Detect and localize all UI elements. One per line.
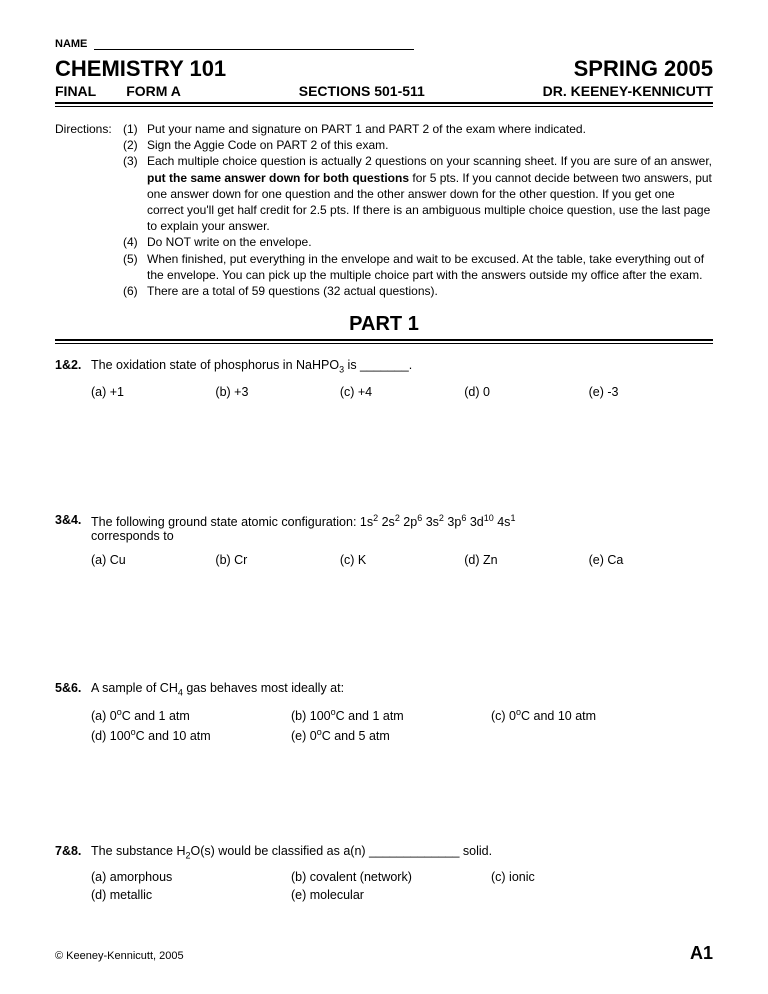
instructor-label: DR. KEENEY-KENNICUTT — [543, 83, 713, 99]
question-text: The following ground state atomic config… — [91, 513, 713, 543]
part-title: PART 1 — [55, 313, 713, 336]
option: (b) 100oC and 1 atm — [291, 707, 491, 723]
question-text: The substance H2O(s) would be classified… — [91, 844, 713, 861]
option: (b) covalent (network) — [291, 870, 491, 884]
option: (c) +4 — [340, 385, 464, 399]
option: (a) 0oC and 1 atm — [91, 707, 291, 723]
name-underline — [94, 49, 414, 50]
direction-item: (1)Put your name and signature on PART 1… — [123, 121, 713, 137]
direction-item: (5)When finished, put everything in the … — [123, 251, 713, 283]
question-number: 3&4. — [55, 513, 91, 543]
option: (d) 100oC and 10 atm — [91, 727, 291, 743]
form-label: FORM A — [126, 83, 181, 99]
term-title: SPRING 2005 — [574, 56, 713, 82]
copyright-text: © Keeney-Kennicutt, 2005 — [55, 950, 184, 962]
option: (d) 0 — [464, 385, 588, 399]
direction-text: There are a total of 59 questions (32 ac… — [147, 283, 713, 299]
course-title: CHEMISTRY 101 — [55, 56, 226, 82]
option: (b) Cr — [215, 553, 339, 567]
question-5-6: 5&6. A sample of CH4 gas behaves most id… — [55, 681, 713, 744]
question-1-2: 1&2. The oxidation state of phosphorus i… — [55, 358, 713, 399]
option: (e) -3 — [589, 385, 713, 399]
option: (c) ionic — [491, 870, 691, 884]
header-row-1: CHEMISTRY 101 SPRING 2005 — [55, 56, 713, 82]
direction-text: Do NOT write on the envelope. — [147, 234, 713, 250]
directions-list: (1)Put your name and signature on PART 1… — [123, 121, 713, 299]
part-rule — [55, 339, 713, 344]
option: (a) Cu — [91, 553, 215, 567]
direction-text: Sign the Aggie Code on PART 2 of this ex… — [147, 137, 713, 153]
header-rule — [55, 102, 713, 107]
question-options: (a) amorphous(b) covalent (network)(c) i… — [91, 870, 713, 902]
direction-item: (4)Do NOT write on the envelope. — [123, 234, 713, 250]
direction-number: (4) — [123, 234, 147, 250]
direction-number: (5) — [123, 251, 147, 283]
option: (c) K — [340, 553, 464, 567]
direction-text: Put your name and signature on PART 1 an… — [147, 121, 713, 137]
option: (b) +3 — [215, 385, 339, 399]
sections-label: SECTIONS 501-511 — [299, 83, 425, 99]
page-footer: © Keeney-Kennicutt, 2005 A1 — [55, 943, 713, 964]
directions-label: Directions: — [55, 121, 123, 299]
directions-block: Directions: (1)Put your name and signatu… — [55, 121, 713, 299]
question-number: 5&6. — [55, 681, 91, 698]
option: (c) 0oC and 10 atm — [491, 707, 691, 723]
name-label: NAME — [55, 38, 87, 50]
exam-label: FINAL — [55, 83, 96, 99]
question-text: The oxidation state of phosphorus in NaH… — [91, 358, 713, 375]
direction-number: (2) — [123, 137, 147, 153]
name-field: NAME — [55, 38, 713, 50]
option: (e) 0oC and 5 atm — [291, 727, 491, 743]
direction-item: (2)Sign the Aggie Code on PART 2 of this… — [123, 137, 713, 153]
question-3-4: 3&4. The following ground state atomic c… — [55, 513, 713, 567]
direction-item: (3)Each multiple choice question is actu… — [123, 153, 713, 234]
header-row-2: FINAL FORM A SECTIONS 501-511 DR. KEENEY… — [55, 83, 713, 99]
question-7-8: 7&8. The substance H2O(s) would be class… — [55, 844, 713, 903]
question-number: 1&2. — [55, 358, 91, 375]
question-options: (a) +1(b) +3(c) +4(d) 0(e) -3 — [91, 385, 713, 399]
page-number: A1 — [690, 943, 713, 964]
option: (e) molecular — [291, 888, 491, 902]
option: (a) amorphous — [91, 870, 291, 884]
direction-text: Each multiple choice question is actuall… — [147, 153, 713, 234]
direction-item: (6)There are a total of 59 questions (32… — [123, 283, 713, 299]
question-text: A sample of CH4 gas behaves most ideally… — [91, 681, 713, 698]
option: (d) metallic — [91, 888, 291, 902]
option: (e) Ca — [589, 553, 713, 567]
question-number: 7&8. — [55, 844, 91, 861]
option: (d) Zn — [464, 553, 588, 567]
direction-number: (3) — [123, 153, 147, 234]
question-options: (a) 0oC and 1 atm(b) 100oC and 1 atm(c) … — [91, 707, 713, 743]
direction-text: When finished, put everything in the env… — [147, 251, 713, 283]
option: (a) +1 — [91, 385, 215, 399]
question-options: (a) Cu(b) Cr(c) K(d) Zn(e) Ca — [91, 553, 713, 567]
direction-number: (1) — [123, 121, 147, 137]
direction-number: (6) — [123, 283, 147, 299]
